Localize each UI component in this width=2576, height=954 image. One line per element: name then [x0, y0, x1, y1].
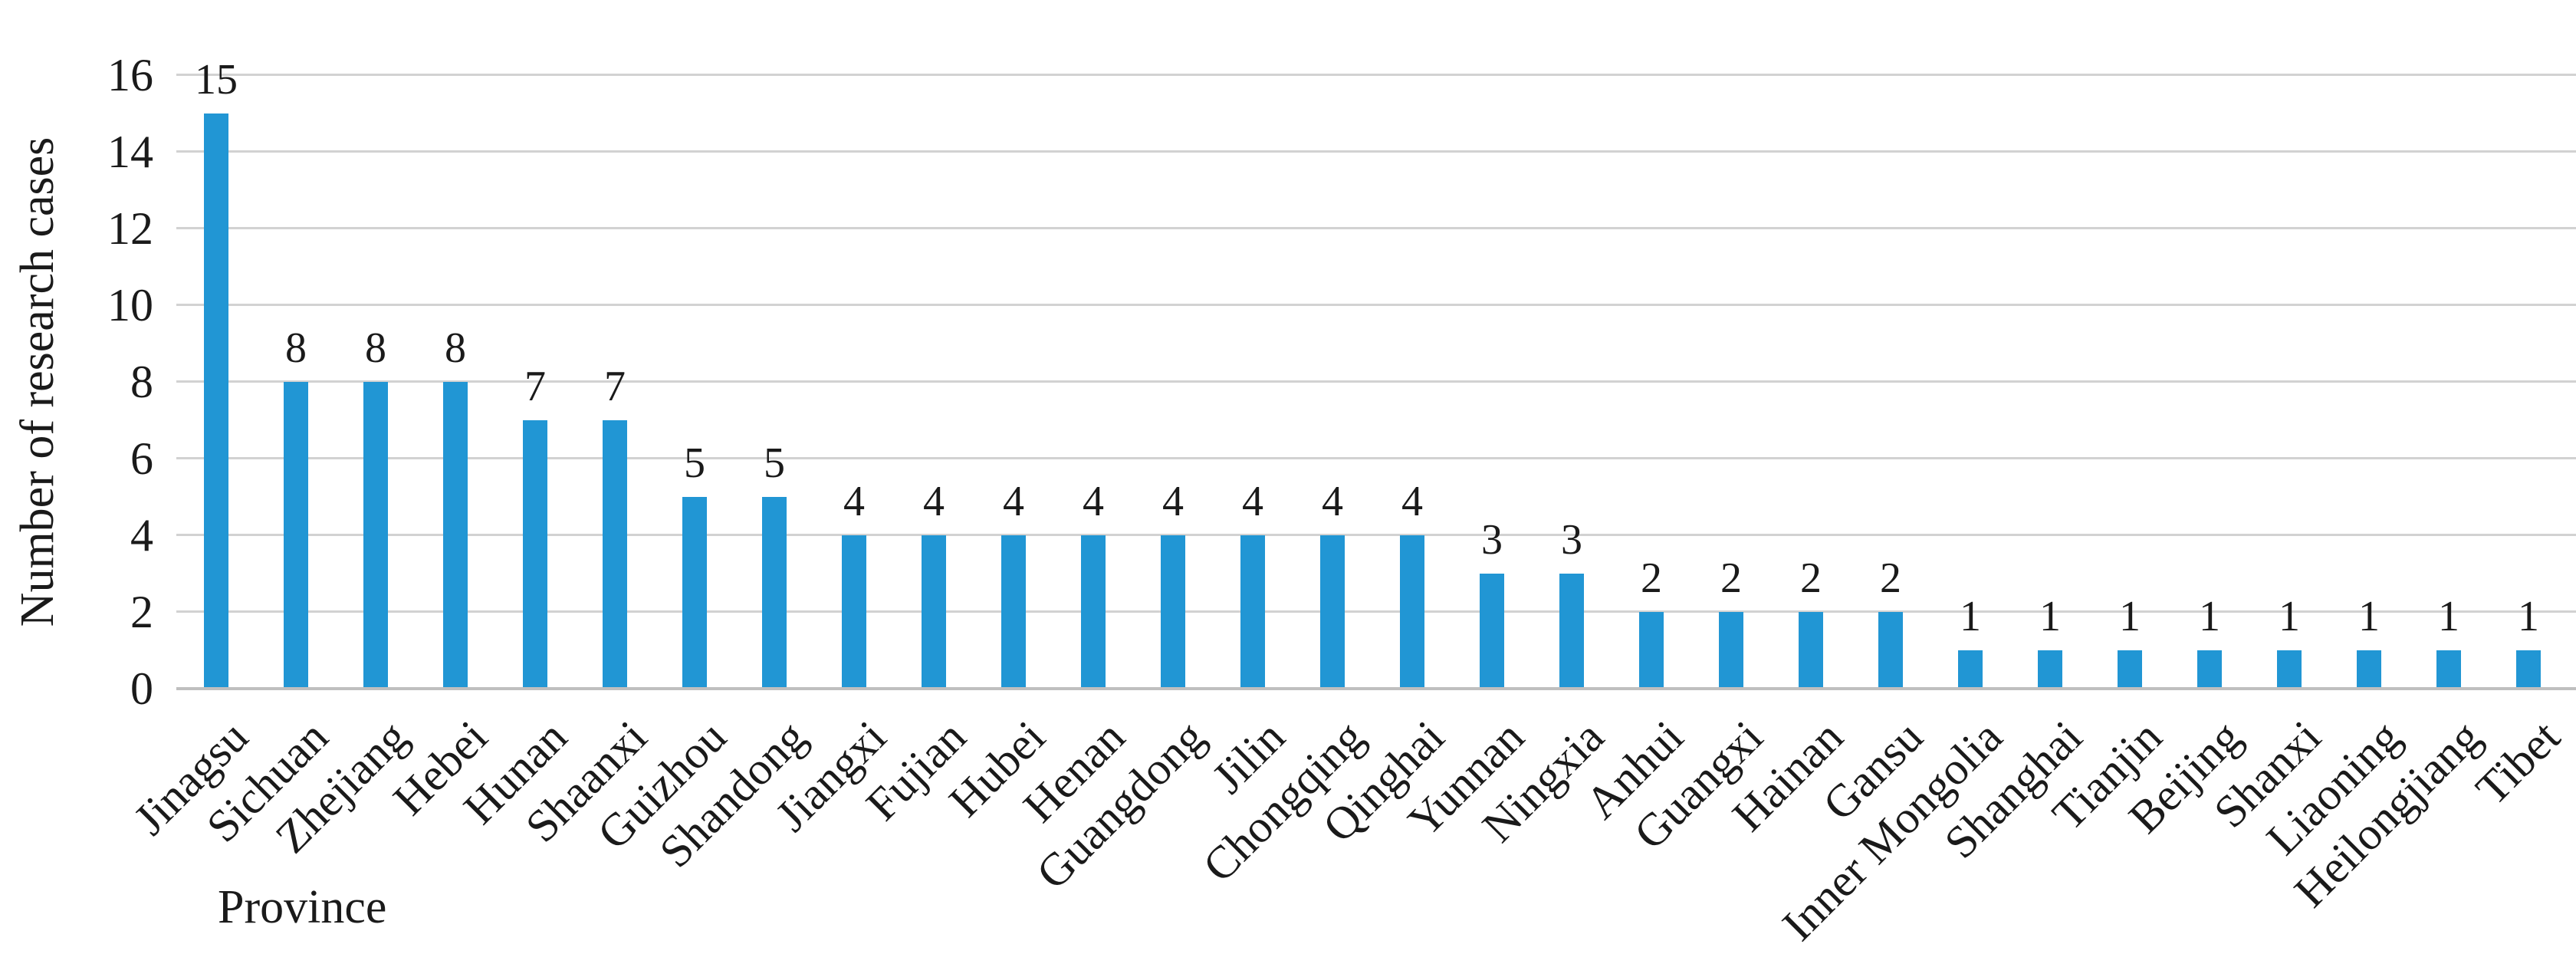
bar-value-label: 7 [604, 363, 626, 410]
bar-value-label: 2 [1641, 554, 1662, 602]
bar-value-label: 1 [2518, 593, 2539, 640]
bar [1799, 612, 1823, 689]
bar [204, 113, 228, 689]
bar-value-label: 4 [843, 478, 865, 525]
bar-value-label: 8 [445, 324, 466, 372]
bar-value-label: 8 [365, 324, 386, 372]
bar [2516, 650, 2541, 689]
bar [1081, 535, 1106, 689]
bar-value-label: 3 [1561, 516, 1582, 564]
bar-value-label: 4 [923, 478, 945, 525]
gridline [176, 610, 2576, 613]
bar-value-label: 4 [1003, 478, 1024, 525]
bar-value-label: 4 [1322, 478, 1343, 525]
bar-value-label: 8 [285, 324, 307, 372]
gridline [176, 227, 2576, 229]
y-tick-label: 0 [130, 663, 153, 714]
bar [762, 497, 787, 689]
gridline [176, 380, 2576, 383]
bar-value-label: 1 [2119, 593, 2141, 640]
gridline [176, 150, 2576, 153]
bar-value-label: 3 [1481, 516, 1503, 564]
bar [1639, 612, 1664, 689]
bar-value-label: 1 [2039, 593, 2061, 640]
x-axis-title: Province [218, 881, 387, 933]
plot-area: 15 8 8 8 7 7 5 5 4 4 4 4 4 4 4 4 3 3 2 2 2 2 1 1 1 1 1 1 1 1 [176, 57, 2576, 690]
bar-value-label: 4 [1162, 478, 1184, 525]
bar-value-label: 5 [764, 439, 785, 487]
bar [2277, 650, 2302, 689]
x-category-label: Tibet [2466, 711, 2570, 815]
bar-value-label: 7 [524, 363, 546, 410]
bar [523, 420, 547, 689]
bar [1719, 612, 1743, 689]
bar [1400, 535, 1424, 689]
bar-value-label: 1 [2199, 593, 2220, 640]
bar [2197, 650, 2222, 689]
bar-value-label: 4 [1242, 478, 1263, 525]
bar-value-label: 15 [195, 56, 238, 104]
bar [1480, 574, 1504, 689]
bar [2118, 650, 2142, 689]
gridline [176, 304, 2576, 306]
y-tick-label: 10 [107, 280, 153, 331]
gridline [176, 74, 2576, 76]
bar [1878, 612, 1903, 689]
bar-value-label: 4 [1401, 478, 1423, 525]
bar [443, 382, 468, 689]
bar [1240, 535, 1265, 689]
gridline [176, 534, 2576, 536]
bar-value-label: 2 [1800, 554, 1822, 602]
bar [2038, 650, 2062, 689]
bar [682, 497, 707, 689]
bar [363, 382, 388, 689]
bar [842, 535, 866, 689]
bar-value-label: 1 [2279, 593, 2300, 640]
y-tick-label: 12 [107, 203, 153, 254]
y-tick-label: 4 [130, 510, 153, 561]
bar [1958, 650, 1983, 689]
bar-value-label: 2 [1880, 554, 1901, 602]
bar [922, 535, 946, 689]
bar [2436, 650, 2461, 689]
y-tick-label: 2 [130, 587, 153, 637]
gridline [176, 457, 2576, 459]
bar-value-label: 1 [2358, 593, 2380, 640]
bar-value-label: 4 [1083, 478, 1104, 525]
bar [1559, 574, 1584, 689]
bar-value-label: 2 [1720, 554, 1742, 602]
y-tick-label: 14 [107, 127, 153, 177]
y-tick-label: 8 [130, 357, 153, 407]
bar-value-label: 5 [684, 439, 705, 487]
y-tick-label: 6 [130, 433, 153, 484]
bar [1001, 535, 1026, 689]
bar [1161, 535, 1185, 689]
bar [603, 420, 627, 689]
bar [1320, 535, 1345, 689]
bar-value-label: 1 [2438, 593, 2459, 640]
bar-value-label: 1 [1960, 593, 1981, 640]
x-axis-line [176, 687, 2576, 690]
bar [284, 382, 308, 689]
bar [2357, 650, 2381, 689]
y-tick-label: 16 [107, 50, 153, 100]
